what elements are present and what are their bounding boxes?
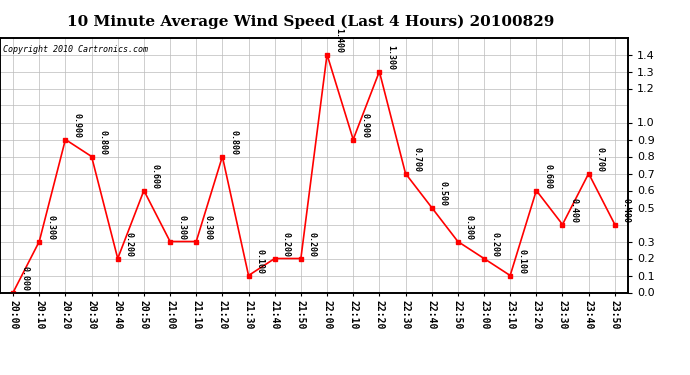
Text: 0.800: 0.800 <box>99 130 108 155</box>
Text: 0.300: 0.300 <box>46 215 55 240</box>
Text: 0.200: 0.200 <box>308 232 317 257</box>
Text: 1.300: 1.300 <box>386 45 395 70</box>
Text: 0.200: 0.200 <box>125 232 134 257</box>
Text: 0.500: 0.500 <box>439 181 448 206</box>
Text: 0.400: 0.400 <box>622 198 631 223</box>
Text: 0.300: 0.300 <box>203 215 212 240</box>
Text: 0.200: 0.200 <box>282 232 290 257</box>
Text: 0.900: 0.900 <box>72 113 81 138</box>
Text: 0.100: 0.100 <box>517 249 526 274</box>
Text: 0.600: 0.600 <box>151 164 160 189</box>
Text: 0.700: 0.700 <box>413 147 422 172</box>
Text: 0.900: 0.900 <box>360 113 369 138</box>
Text: 0.000: 0.000 <box>20 266 29 291</box>
Text: 1.400: 1.400 <box>334 28 343 53</box>
Text: 0.600: 0.600 <box>543 164 552 189</box>
Text: 0.800: 0.800 <box>229 130 238 155</box>
Text: 0.100: 0.100 <box>255 249 264 274</box>
Text: Copyright 2010 Cartronics.com: Copyright 2010 Cartronics.com <box>3 45 148 54</box>
Text: 10 Minute Average Wind Speed (Last 4 Hours) 20100829: 10 Minute Average Wind Speed (Last 4 Hou… <box>67 15 554 29</box>
Text: 0.700: 0.700 <box>595 147 604 172</box>
Text: 0.200: 0.200 <box>491 232 500 257</box>
Text: 0.400: 0.400 <box>569 198 578 223</box>
Text: 0.300: 0.300 <box>465 215 474 240</box>
Text: 0.300: 0.300 <box>177 215 186 240</box>
